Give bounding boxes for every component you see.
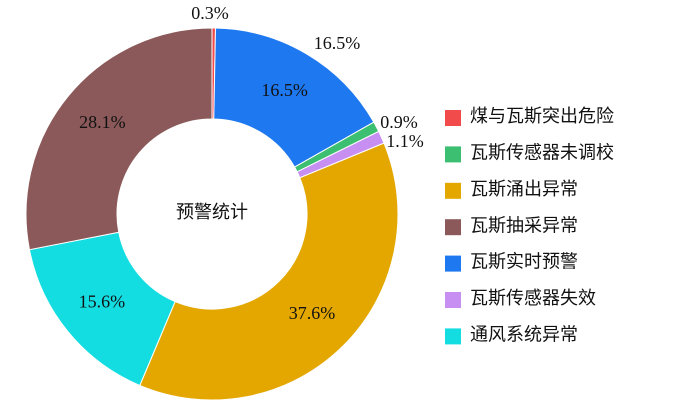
slice-label: 1.1% xyxy=(386,131,424,151)
legend-swatch xyxy=(445,110,461,126)
slice-label: 37.6% xyxy=(289,303,336,323)
slice-label: 0.3% xyxy=(191,3,229,23)
donut-slice xyxy=(25,27,213,251)
donut-slice xyxy=(139,142,399,401)
legend-swatch xyxy=(445,292,461,308)
legend-swatch xyxy=(445,219,461,236)
legend-label: 瓦斯实时预警 xyxy=(470,252,578,272)
legend-label: 通风系统异常 xyxy=(470,325,578,345)
legend-swatch xyxy=(445,328,461,345)
donut-slice xyxy=(28,231,176,387)
legend-label: 瓦斯抽采异常 xyxy=(470,215,578,235)
slice-label: 15.6% xyxy=(79,292,126,312)
legend-label: 瓦斯涌出异常 xyxy=(470,179,578,199)
legend-label: 瓦斯传感器未调校 xyxy=(470,143,614,163)
legend-swatch xyxy=(445,182,461,199)
slice-label-outer: 16.5% xyxy=(314,33,361,53)
legend-swatch xyxy=(445,146,461,163)
slice-label: 16.5% xyxy=(261,80,308,100)
legend-label: 瓦斯传感器失效 xyxy=(470,288,596,308)
legend-label: 煤与瓦斯突出危险 xyxy=(470,106,614,126)
slice-label: 28.1% xyxy=(79,112,126,132)
legend-swatch xyxy=(445,255,461,272)
center-label: 预警统计 xyxy=(176,202,248,222)
slice-label: 0.9% xyxy=(380,112,418,132)
